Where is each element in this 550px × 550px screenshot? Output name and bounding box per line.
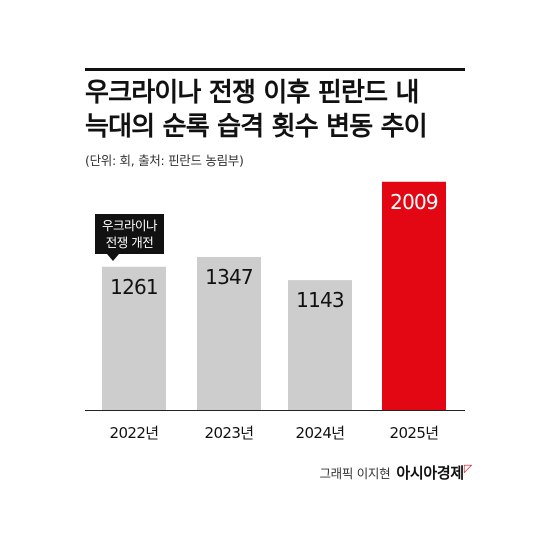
bar-value-label: 2009 [390,190,438,214]
x-tick-label: 2024년 [296,424,345,442]
annotation-pointer [107,254,119,261]
credit-text: 그래픽 이지현 [319,466,391,481]
annotation-line-2: 전쟁 개전 [105,235,154,250]
bar-value-label: 1347 [205,265,253,289]
credit-line: 그래픽 이지현 아시아경제◸ [319,462,472,483]
bar-2023년 [197,256,261,410]
bar-2024년 [288,280,352,410]
baseline-rule [85,410,465,411]
title-line-2: 늑대의 순록 습격 횟수 변동 추이 [85,112,428,142]
bar-2022년 [102,266,166,410]
annotation-line-1: 우크라이나 [102,218,158,233]
brand-mark-icon: ◸ [463,462,472,475]
top-rule [85,68,465,71]
title-line-1: 우크라이나 전쟁 이후 핀란드 내 [85,78,419,108]
annotation-callout: 우크라이나 전쟁 개전 [95,214,165,254]
chart-subtitle: (단위: 회, 출처: 핀란드 농림부) [85,153,244,168]
bar-value-label: 1261 [110,275,158,299]
x-tick-label: 2022년 [110,424,159,442]
brand-logo: 아시아경제 [396,464,464,482]
x-tick-label: 2025년 [390,424,439,442]
bar-2025년 [382,181,446,410]
chart-title: 우크라이나 전쟁 이후 핀란드 내 늑대의 순록 습격 횟수 변동 추이 [85,76,485,144]
x-tick-label: 2023년 [205,424,254,442]
bar-value-label: 1143 [296,288,344,312]
